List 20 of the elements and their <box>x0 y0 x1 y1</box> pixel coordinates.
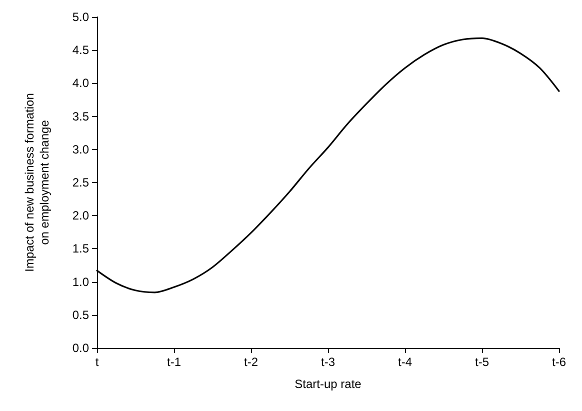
x-tick-label: t-4 <box>398 355 412 369</box>
y-tick-label: 0.5 <box>72 308 90 322</box>
y-axis-title: Impact of new business formation on employment change <box>22 93 52 272</box>
x-tick-label: t-3 <box>320 355 336 369</box>
y-tick-label: 3.5 <box>72 109 90 124</box>
y-tick-label: 3.0 <box>72 142 90 156</box>
x-tick-label: t-1 <box>166 355 182 369</box>
y-tick-label: 1.0 <box>72 274 90 289</box>
x-tick-label: t-5 <box>474 355 490 369</box>
y-tick-label: 5.0 <box>72 10 90 24</box>
x-tick-label: t-2 <box>244 355 258 369</box>
y-tick-label: 4.0 <box>72 76 90 90</box>
y-tick-label: 1.5 <box>72 242 90 256</box>
y-tick-label: 2.5 <box>72 176 90 190</box>
x-tick-label: t <box>95 355 100 369</box>
y-tick-label: 0.0 <box>72 341 90 355</box>
y-tick-label: 4.5 <box>72 43 90 58</box>
x-axis-title: Start-up rate <box>294 377 362 391</box>
y-tick-label: 2.0 <box>72 208 90 223</box>
x-tick-label: t-6 <box>552 355 566 369</box>
